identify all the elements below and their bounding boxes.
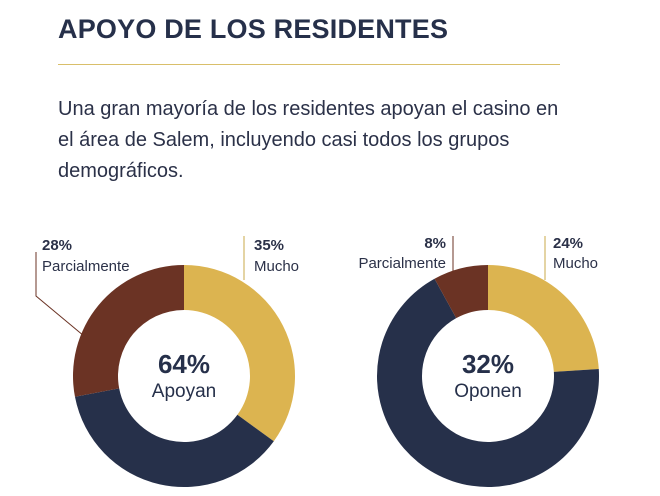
- slice-label-parcialmente-pct-apoyan: 28%: [42, 237, 72, 254]
- page-title: APOYO DE LOS RESIDENTES: [58, 14, 449, 44]
- slice-label-parcialmente-pct-oponen: 8%: [424, 235, 446, 252]
- center-label-oponen: Oponen: [454, 381, 522, 402]
- donut-slice-remainder: [74, 388, 274, 487]
- title-divider: [58, 64, 560, 65]
- donut-chart-apoyan: 28% Parcialmente 35% Mucho 64% Apoyan: [35, 236, 299, 487]
- center-value-apoyan: 64%: [158, 349, 210, 379]
- leader-line-parcialmente-apoyan: [35, 252, 85, 337]
- slice-label-mucho-name-apoyan: Mucho: [254, 258, 299, 275]
- donut-slices-apoyan: [73, 265, 295, 487]
- donut-slice-mucho: [488, 265, 599, 372]
- slice-label-mucho-name-oponen: Mucho: [553, 255, 598, 272]
- donut-slice-parcialmente: [73, 265, 184, 397]
- center-label-apoyan: Apoyan: [152, 381, 216, 402]
- donut-slice-parcialmente: [434, 265, 488, 319]
- slice-label-mucho-pct-oponen: 24%: [553, 235, 583, 252]
- center-value-oponen: 32%: [462, 349, 514, 379]
- intro-text: Una gran mayoría de los residentes apoya…: [58, 98, 559, 182]
- slice-label-parcialmente-name-oponen: Parcialmente: [358, 255, 446, 272]
- donut-slice-remainder: [376, 278, 599, 488]
- donut-slice-mucho: [184, 265, 295, 442]
- donut-chart-oponen: 8% Parcialmente 24% Mucho 32% Oponen: [358, 235, 599, 488]
- slice-label-parcialmente-name-apoyan: Parcialmente: [42, 258, 130, 275]
- donut-slices-oponen: [376, 265, 599, 488]
- slice-label-mucho-pct-apoyan: 35%: [254, 237, 284, 254]
